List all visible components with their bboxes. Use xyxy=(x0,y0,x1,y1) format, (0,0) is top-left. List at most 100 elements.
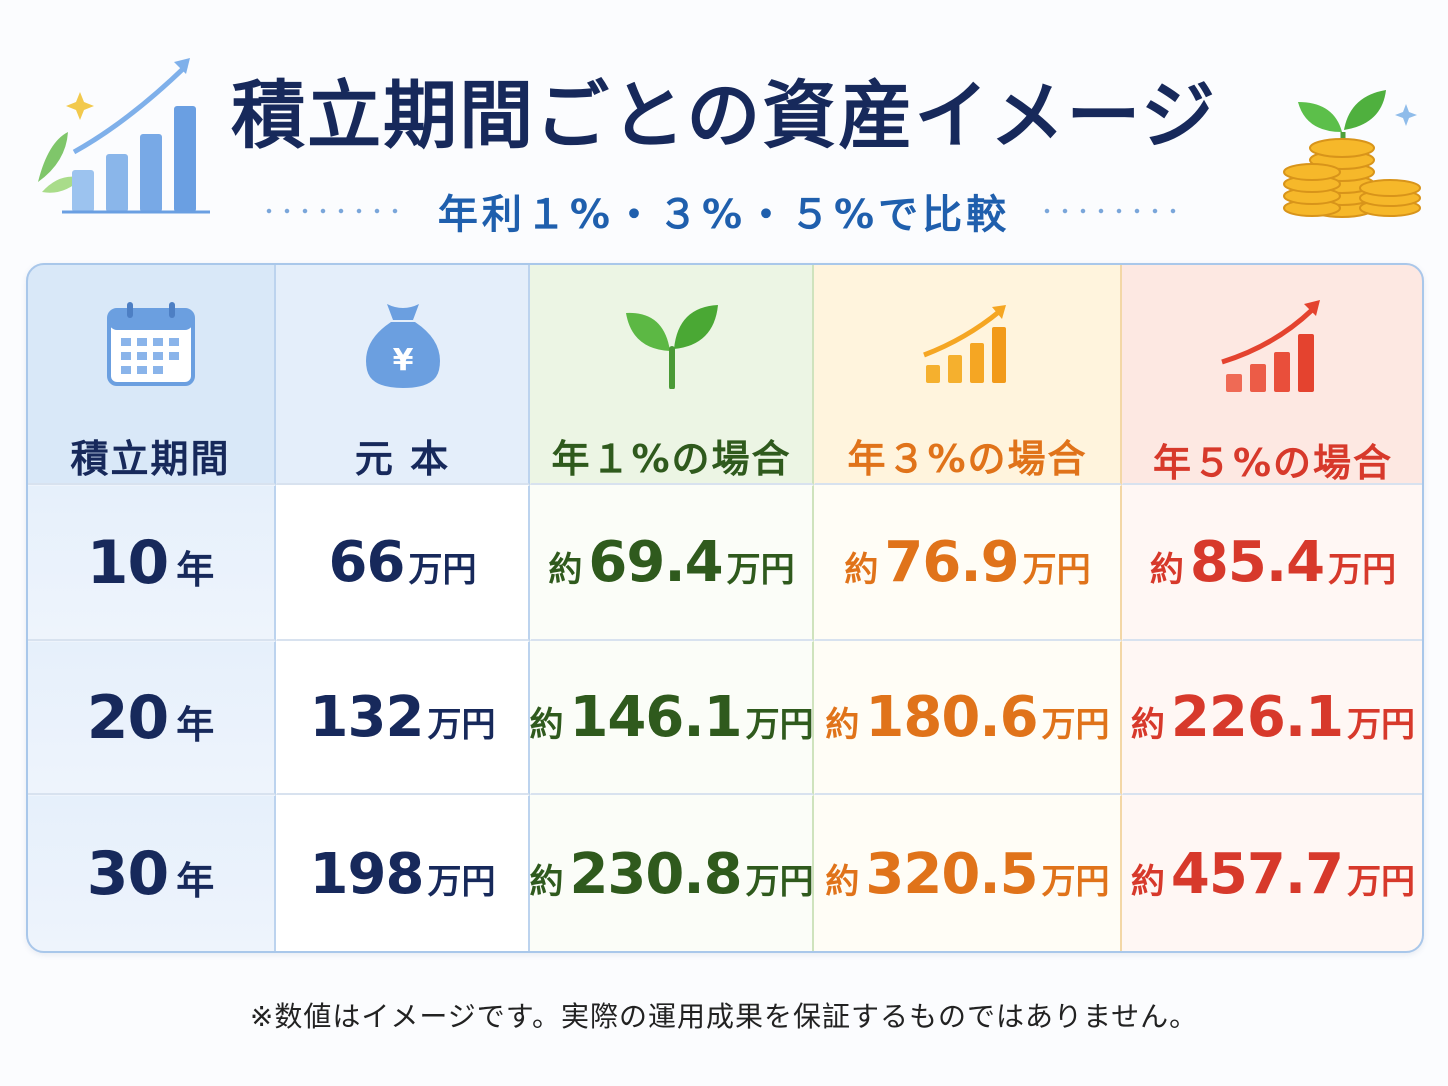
value-unit: 年 xyxy=(176,702,215,747)
cell-value: 66 万円 xyxy=(329,530,477,595)
asset-comparison-table: 積立期間 ¥ 元 本 年１%の場合 xyxy=(26,263,1424,953)
value-prefix: 約 xyxy=(825,705,860,745)
value-prefix: 約 xyxy=(1130,861,1165,902)
value-unit: 万円 xyxy=(427,861,496,902)
value-number: 457.7 xyxy=(1170,841,1344,907)
value-prefix: 約 xyxy=(1130,705,1165,745)
cell-value: 約 230.8 万円 xyxy=(529,842,813,907)
growth-chart-icon xyxy=(922,305,1006,383)
value-unit: 万円 xyxy=(1328,550,1397,590)
cell-value: 約 85.4 万円 xyxy=(1150,530,1396,595)
header-rate-5: 年５%の場合 xyxy=(1122,263,1424,485)
value-number: 320.5 xyxy=(865,841,1038,907)
header: 積立期間ごとの資産イメージ 年利１%・３%・５%で比較 xyxy=(0,0,1448,250)
value-unit: 万円 xyxy=(1041,861,1110,902)
dotted-divider xyxy=(1038,208,1189,214)
value-unit: 万円 xyxy=(427,705,496,745)
principal-cell: 66 万円 xyxy=(276,485,530,641)
header-icon-wrap xyxy=(105,296,197,392)
rate5-cell: 約 457.7 万円 xyxy=(1122,795,1424,953)
svg-text:¥: ¥ xyxy=(392,343,413,378)
value-number: 20 xyxy=(86,682,169,753)
value-number: 132 xyxy=(309,685,425,750)
value-unit: 年 xyxy=(176,859,215,903)
header-icon-wrap: ¥ xyxy=(363,296,443,392)
calendar-icon xyxy=(106,302,195,386)
cell-value: 30 年 xyxy=(87,839,215,909)
header-principal: ¥ 元 本 xyxy=(276,263,530,485)
rate3-cell: 約 320.5 万円 xyxy=(814,795,1122,953)
principal-cell: 132 万円 xyxy=(276,641,530,795)
value-number: 76.9 xyxy=(884,530,1019,595)
page-subtitle: 年利１%・３%・５%で比較 xyxy=(437,192,1011,238)
dotted-divider xyxy=(259,208,410,214)
header-rate-3: 年３%の場合 xyxy=(814,263,1122,485)
cell-value: 約 180.6 万円 xyxy=(825,685,1109,750)
rate3-cell: 約 76.9 万円 xyxy=(814,485,1122,641)
value-number: 66 xyxy=(328,530,406,595)
growth-chart-icon xyxy=(1221,300,1320,392)
value-prefix: 約 xyxy=(825,861,860,902)
growth-bar-chart-icon xyxy=(38,58,210,214)
value-number: 10 xyxy=(86,527,169,598)
value-prefix: 約 xyxy=(1149,550,1184,590)
disclaimer-note: ※数値はイメージです。実際の運用成果を保証するものではありません。 xyxy=(249,1000,1199,1033)
period-cell: 10 年 xyxy=(26,485,276,641)
cell-value: 約 320.5 万円 xyxy=(825,842,1109,907)
header-rate-1: 年１%の場合 xyxy=(530,263,814,485)
value-unit: 万円 xyxy=(745,705,814,745)
rate3-cell: 約 180.6 万円 xyxy=(814,641,1122,795)
header-icon-wrap xyxy=(1218,296,1328,396)
value-unit: 万円 xyxy=(1022,550,1091,590)
header-label: 年１%の場合 xyxy=(551,437,792,481)
money-bag-yen-icon: ¥ xyxy=(365,304,440,388)
value-prefix: 約 xyxy=(529,705,564,745)
rate5-cell: 約 85.4 万円 xyxy=(1122,485,1424,641)
header-label: 元 本 xyxy=(354,437,451,481)
value-unit: 万円 xyxy=(1347,861,1416,902)
value-unit: 万円 xyxy=(1347,705,1416,745)
value-number: 85.4 xyxy=(1189,530,1325,595)
period-cell: 30 年 xyxy=(26,795,276,953)
value-prefix: 約 xyxy=(844,550,879,590)
coin-stack-icon xyxy=(1283,90,1421,218)
rate1-cell: 約 69.4 万円 xyxy=(530,485,814,641)
value-unit: 年 xyxy=(176,547,215,592)
principal-cell: 198 万円 xyxy=(276,795,530,953)
value-number: 230.8 xyxy=(569,841,742,907)
rate5-cell: 約 226.1 万円 xyxy=(1122,641,1424,795)
cell-value: 10 年 xyxy=(87,528,215,598)
header-label: 積立期間 xyxy=(70,437,231,481)
period-cell: 20 年 xyxy=(26,641,276,795)
page-title: 積立期間ごとの資産イメージ xyxy=(231,73,1217,159)
cell-value: 約 69.4 万円 xyxy=(548,530,794,595)
cell-value: 約 457.7 万円 xyxy=(1131,842,1415,907)
cell-value: 20 年 xyxy=(87,683,215,753)
cell-value: 約 146.1 万円 xyxy=(529,685,813,750)
value-unit: 万円 xyxy=(1041,705,1110,745)
value-unit: 万円 xyxy=(408,550,477,590)
cell-value: 約 76.9 万円 xyxy=(844,530,1090,595)
header-icon-wrap xyxy=(920,296,1016,392)
value-number: 180.6 xyxy=(865,685,1038,750)
header-period: 積立期間 xyxy=(26,263,276,485)
value-unit: 万円 xyxy=(726,550,795,590)
header-icon-wrap xyxy=(622,296,722,392)
value-prefix: 約 xyxy=(548,550,583,590)
cell-value: 198 万円 xyxy=(310,842,496,907)
header-label: 年３%の場合 xyxy=(847,437,1088,481)
value-number: 69.4 xyxy=(588,530,723,595)
cell-value: 約 226.1 万円 xyxy=(1131,685,1415,750)
value-number: 198 xyxy=(309,841,425,907)
sprout-icon xyxy=(625,305,718,389)
value-number: 30 xyxy=(86,839,169,909)
header-label: 年５%の場合 xyxy=(1152,441,1394,485)
value-number: 146.1 xyxy=(569,685,742,750)
value-number: 226.1 xyxy=(1170,685,1344,750)
rate1-cell: 約 146.1 万円 xyxy=(529,641,814,795)
cell-value: 132 万円 xyxy=(310,685,496,750)
value-prefix: 約 xyxy=(529,861,564,902)
subtitle-row: 年利１%・３%・５%で比較 xyxy=(0,186,1448,238)
value-unit: 万円 xyxy=(745,861,814,902)
rate1-cell: 約 230.8 万円 xyxy=(529,795,814,953)
